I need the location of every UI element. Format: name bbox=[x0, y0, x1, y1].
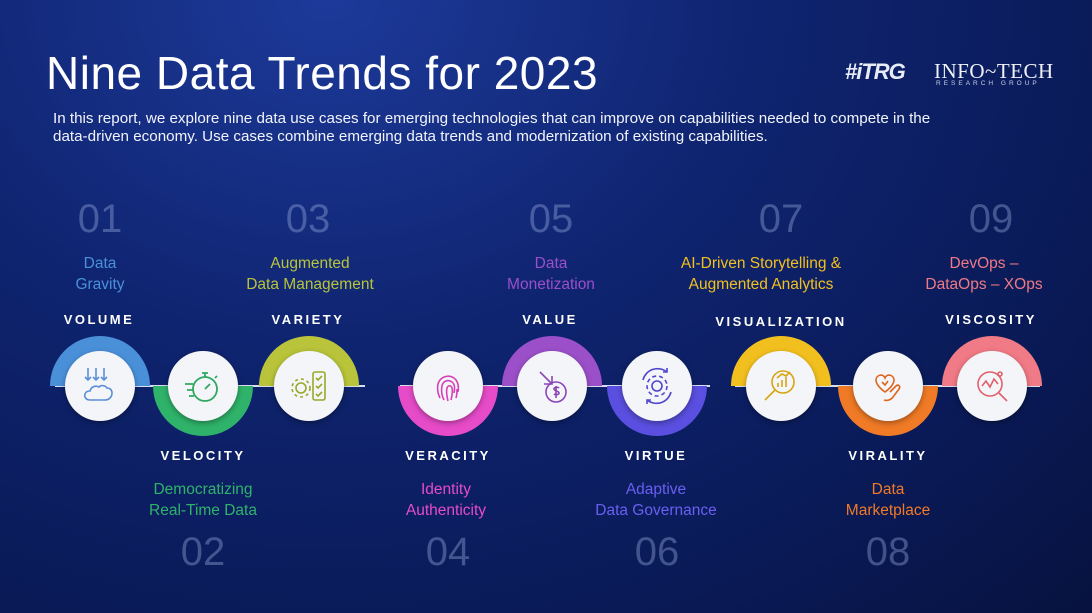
trend-ring bbox=[153, 336, 253, 436]
trend-name: DevOps – DataOps – XOps bbox=[925, 255, 1043, 293]
trend-number: 07 bbox=[758, 197, 804, 241]
v-label: VOLUME bbox=[63, 312, 135, 327]
infotech-logo: INFO~TECH bbox=[934, 59, 1054, 83]
trend-number: 06 bbox=[634, 530, 680, 574]
gear-checklist-icon bbox=[274, 351, 344, 421]
trend-ring bbox=[502, 336, 602, 436]
trend-number: 05 bbox=[528, 197, 574, 241]
trend-number: 02 bbox=[180, 530, 226, 574]
v-label: VERACITY bbox=[405, 448, 491, 463]
trend-name: AI-Driven Storytelling & Augmented Analyt… bbox=[680, 255, 842, 293]
trend-name: Data Marketplace bbox=[845, 481, 931, 519]
trend-name: Democratizing Real-Time Data bbox=[149, 481, 257, 519]
trend-ring bbox=[731, 336, 831, 436]
v-label: VIRTUE bbox=[624, 448, 688, 463]
trend-name: Data Gravity bbox=[75, 255, 125, 293]
v-label: VELOCITY bbox=[160, 448, 246, 463]
trend-number: 03 bbox=[285, 197, 331, 241]
trend-ring bbox=[50, 336, 150, 436]
trend-ring bbox=[398, 336, 498, 436]
v-label: VIRALITY bbox=[848, 448, 928, 463]
gear-cycle-icon bbox=[622, 351, 692, 421]
magnifier-graph-icon bbox=[957, 351, 1027, 421]
fingerprint-icon bbox=[413, 351, 483, 421]
magnifier-chart-icon bbox=[746, 351, 816, 421]
trend-ring bbox=[942, 336, 1042, 436]
trend-ring bbox=[838, 336, 938, 436]
money-arrow-icon bbox=[517, 351, 587, 421]
page-title: Nine Data Trends for 2023 bbox=[46, 47, 599, 99]
page-subtitle: In this report, we explore nine data use… bbox=[53, 110, 931, 145]
infotech-logo-subtext: RESEARCH GROUP bbox=[936, 80, 1040, 87]
trend-number: 09 bbox=[968, 197, 1014, 241]
trend-ring bbox=[259, 336, 359, 436]
trend-number: 01 bbox=[77, 197, 123, 241]
trend-name: Identity Authenticity bbox=[405, 481, 487, 519]
trend-number: 08 bbox=[865, 530, 911, 574]
itrg-logo: #iTRG bbox=[845, 59, 906, 84]
cloud-arrows-icon bbox=[65, 351, 135, 421]
v-label: VISCOSITY bbox=[945, 312, 1037, 327]
v-label: VARIETY bbox=[271, 312, 345, 327]
trend-name: Adaptive Data Governance bbox=[595, 481, 717, 519]
v-label: VALUE bbox=[522, 312, 578, 327]
stopwatch-icon bbox=[168, 351, 238, 421]
heart-hand-icon bbox=[853, 351, 923, 421]
trend-ring bbox=[607, 336, 707, 436]
trend-number: 04 bbox=[425, 530, 471, 574]
trend-name: Augmented Data Management bbox=[246, 255, 374, 293]
trend-name: Data Monetization bbox=[507, 255, 595, 293]
v-label: VISUALIZATION bbox=[715, 314, 847, 329]
